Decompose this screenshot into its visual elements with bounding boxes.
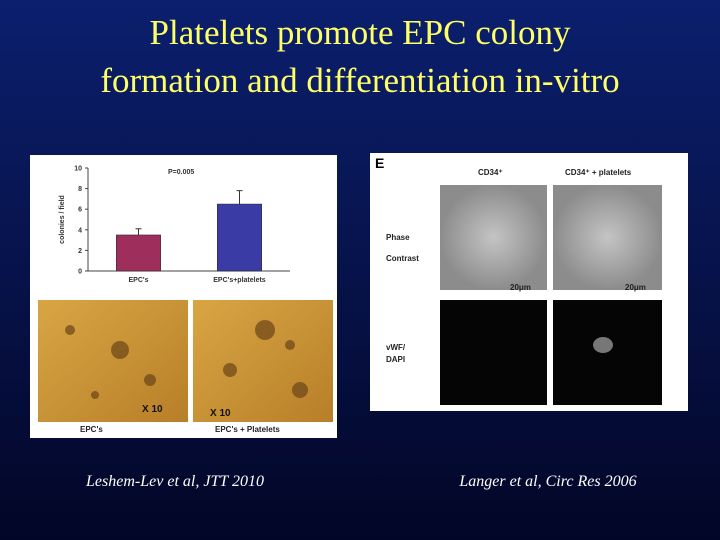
cell <box>593 337 613 353</box>
y-tick-label: 8 <box>78 186 82 193</box>
magnification: X 10 <box>142 404 163 415</box>
error-bar <box>135 228 142 235</box>
micrograph <box>553 300 662 405</box>
scale-bar: 20μm <box>625 283 646 292</box>
error-bar <box>236 190 243 205</box>
annotation: P=0.005 <box>168 169 194 176</box>
micrograph-label: EPC's + Platelets <box>215 425 280 434</box>
y-tick-label: 10 <box>74 166 82 173</box>
cells <box>65 320 308 399</box>
y-tick-label: 6 <box>78 207 82 214</box>
caption: Langer et al, Circ Res 2006 <box>458 473 636 490</box>
micrograph <box>193 300 333 422</box>
title-line: Platelets promote EPC colony <box>150 13 571 52</box>
y-axis-label: colonies / field <box>59 195 66 244</box>
micrograph <box>553 185 662 290</box>
y-tick-label: 0 <box>78 269 82 276</box>
column-label: CD34⁺ + platelets <box>565 168 632 177</box>
scale-bar: 20μm <box>510 283 531 292</box>
x-tick-label: EPC's+platelets <box>213 277 266 284</box>
y-tick-label: 4 <box>78 227 82 234</box>
bar <box>116 234 161 272</box>
micrograph-label: EPC's <box>80 425 103 434</box>
caption: Leshem-Lev et al, JTT 2010 <box>85 473 264 490</box>
title-line: formation and differentiation in-vitro <box>100 61 619 100</box>
row-label: vWF/ <box>386 343 406 352</box>
micrograph <box>38 300 188 422</box>
bar <box>217 203 262 272</box>
micrograph <box>440 300 547 405</box>
row-label: Contrast <box>386 254 419 263</box>
panel-letter: E <box>375 155 384 171</box>
x-tick-label: EPC's <box>129 277 149 284</box>
micrograph <box>440 185 547 290</box>
row-label: DAPI <box>386 355 405 364</box>
column-label: CD34⁺ <box>478 168 503 177</box>
magnification: X 10 <box>210 408 231 419</box>
y-tick-label: 2 <box>78 248 82 255</box>
row-label: Phase <box>386 233 410 242</box>
